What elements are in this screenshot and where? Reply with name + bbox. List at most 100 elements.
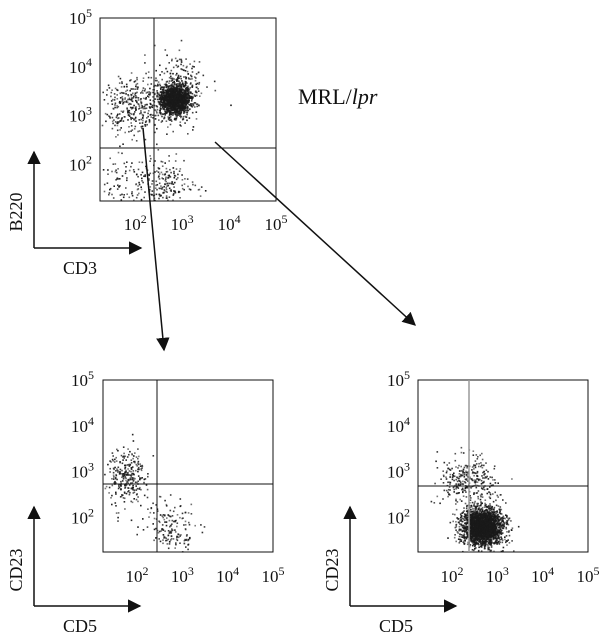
top-event-dot [174,97,176,99]
top-event-dot [188,88,191,91]
bottom-right-event-dot [484,499,487,501]
top-event-dot [160,105,162,107]
bottom-right-event-dot [505,514,507,516]
bottom-left-event-dot [120,488,122,491]
top-event-dot [166,90,169,93]
top-event-dot [179,124,181,126]
top-event-dot [104,112,107,115]
top-event-dot [189,96,192,99]
bottom-left-event-dot [119,468,122,471]
top-event-dot [199,95,201,97]
bottom-right-event-dot [466,534,469,537]
top-event-dot [128,97,131,100]
top-event-dot [169,85,172,87]
top-event-dot [134,107,137,109]
top-event-dot [189,103,192,105]
top-event-dot [186,119,188,122]
bottom-left-event-dot [180,534,182,536]
top-event-dot [185,66,188,69]
top-event-dot [116,94,118,96]
bottom-right-event-dot [471,506,473,508]
top-event-dot [178,112,180,115]
bottom-right-event-dot [471,501,474,504]
top-event-dot [178,106,180,108]
bottom-right-event-dot [472,538,475,541]
top-event-dot [195,118,198,120]
bottom-right-event-dot [476,514,479,517]
bottom-right-event-dot [474,532,477,535]
top-event-dot [169,123,172,126]
top-event-dot [121,100,123,103]
bottom-right-event-dot [498,536,500,539]
top-event-dot [165,106,167,108]
bottom-left-event-dot [167,547,170,550]
top-event-dot [165,176,167,179]
bottom-right-event-dot [471,514,474,516]
top-event-dot [114,96,116,99]
bottom-left-x-tick-label: 104 [216,564,239,586]
bottom-left-event-dot [169,509,172,512]
top-event-dot [131,98,133,101]
top-event-dot [181,99,183,102]
bottom-right-event-dot [478,535,480,538]
top-event-dot [178,170,181,172]
top-event-dot [177,102,179,104]
top-event-dot [144,174,146,176]
bottom-left-event-dot [122,459,124,461]
bottom-right-event-dot [460,515,463,518]
top-event-dot [161,177,163,179]
bottom-left-event-dot [162,529,165,531]
bottom-left-event-dot [131,453,133,455]
bottom-left-event-dot [135,489,138,491]
top-event-dot [151,104,154,107]
top-event-dot [150,194,153,196]
top-event-dot [173,186,175,188]
top-event-dot [141,122,144,124]
bottom-right-event-dot [491,530,493,533]
top-event-dot [117,184,119,187]
bottom-left-event-dot [121,474,124,476]
bottom-right-event-dot [490,540,492,543]
top-event-dot [162,94,164,97]
top-event-dot [159,64,161,67]
bottom-right-event-dot [489,507,492,509]
bottom-right-event-dot [474,545,476,547]
bottom-left-event-dot [147,508,149,510]
top-event-dot [179,81,181,84]
bottom-left-event-dot [132,477,135,479]
bottom-right-event-dot [495,532,498,534]
bottom-right-event-dot [492,518,494,521]
bottom-left-event-dot [135,463,138,466]
bottom-left-event-dot [115,456,117,459]
bottom-left-event-dot [161,524,164,526]
bottom-right-event-dot [496,538,498,540]
bottom-right-event-dot [459,520,461,522]
top-event-dot [180,109,182,112]
bottom-right-event-dot [478,541,480,543]
top-event-dot [122,111,124,113]
top-event-dot [124,172,127,175]
bottom-left-event-dot [142,529,145,531]
bottom-right-event-dot [472,513,475,516]
bottom-right-event-dot [478,544,480,546]
top-event-dot [172,167,175,169]
bottom-right-event-dot [470,541,473,543]
top-event-dot [182,64,185,67]
top-event-dot [159,109,161,112]
top-event-dot [175,119,177,121]
bottom-right-event-dot [463,533,466,535]
top-event-dot [140,188,143,191]
top-event-dot [122,143,124,145]
bottom-right-event-dot [497,535,500,538]
bottom-right-event-dot [497,523,499,526]
top-event-dot [168,196,171,198]
top-event-dot [175,117,178,120]
top-event-dot [176,80,178,82]
top-x-tick-label: 102 [124,212,147,234]
top-event-dot [150,116,152,118]
top-event-dot [141,127,143,130]
top-event-dot [130,125,133,127]
top-event-dot [116,106,118,109]
bottom-left-event-dot [152,455,155,457]
top-event-dot [111,127,114,130]
